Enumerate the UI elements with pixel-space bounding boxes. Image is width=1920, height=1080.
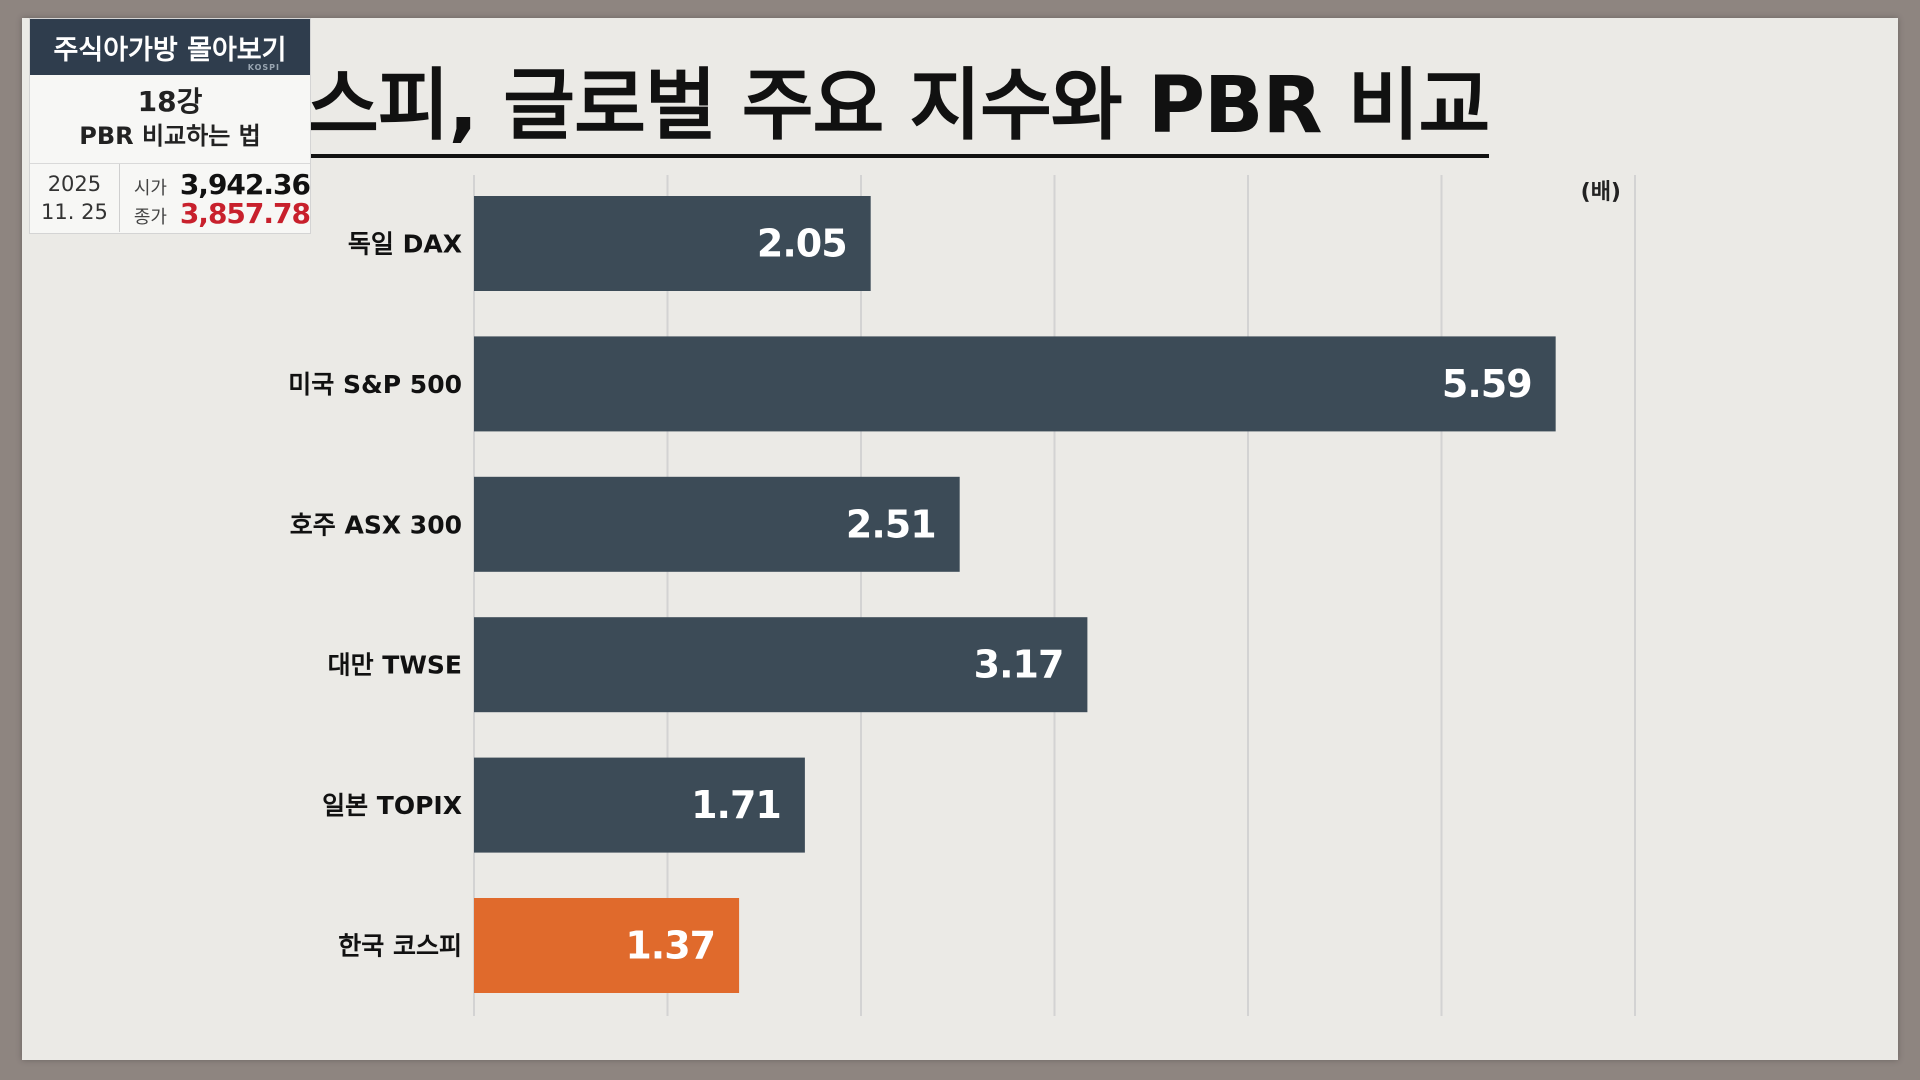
category-label: 독일 DAX — [348, 230, 462, 259]
bar — [474, 196, 871, 291]
badge-series-title: 주식아가방 몰아보기 KOSPI — [30, 19, 310, 75]
badge-prices: 시가 3,942.36 종가 3,857.78 — [120, 164, 311, 232]
bar — [474, 757, 805, 853]
date-day: 11. 25 — [41, 200, 108, 224]
bar — [474, 898, 740, 993]
data-label: 3.17 — [974, 643, 1064, 687]
category-label: 호주 ASX 300 — [290, 510, 462, 539]
badge-market-info: 2025 11. 25 시가 3,942.36 종가 3,857.78 — [30, 164, 311, 232]
bar — [474, 476, 960, 572]
category-label: 일본 TOPIX — [322, 791, 462, 820]
unit-label: (배) — [1581, 180, 1621, 205]
title-container: 스피, 글로벌 주요 지수와 PBR 비교 — [307, 61, 1490, 158]
open-label: 시가 — [133, 178, 167, 199]
lecture-number: 18강 — [137, 85, 203, 118]
open-value: 3,942.36 — [179, 168, 311, 201]
category-label: 미국 S&P 500 — [288, 370, 462, 399]
badge-series-label: 주식아가방 몰아보기 — [53, 34, 287, 66]
slide-frame: 스피, 글로벌 주요 지수와 PBR 비교 — [22, 18, 1898, 1060]
close-value: 3,857.78 — [179, 197, 311, 230]
data-label: 2.05 — [757, 222, 847, 266]
data-label: 2.51 — [846, 502, 936, 546]
page-title: 스피, 글로벌 주요 지수와 PBR 비교 — [307, 61, 1490, 151]
open-price-row: 시가 3,942.36 — [133, 168, 311, 201]
category-label: 대만 TWSE — [328, 651, 462, 680]
badge-date: 2025 11. 25 — [30, 164, 120, 232]
bar — [474, 617, 1088, 713]
category-label: 한국 코스피 — [338, 932, 462, 961]
data-label: 1.37 — [625, 924, 715, 968]
data-label: 5.59 — [1442, 362, 1532, 406]
close-label: 종가 — [133, 207, 167, 228]
data-label: 1.71 — [691, 783, 781, 827]
bar — [474, 336, 1556, 432]
kospi-logo: KOSPI — [247, 63, 280, 72]
close-price-row: 종가 3,857.78 — [133, 197, 311, 230]
date-year: 2025 — [47, 172, 102, 196]
lecture-badge: 주식아가방 몰아보기 KOSPI 18강 PBR 비교하는 법 2025 11.… — [29, 18, 311, 234]
badge-lecture-info: 18강 PBR 비교하는 법 — [30, 75, 310, 164]
lecture-title: PBR 비교하는 법 — [79, 122, 261, 150]
